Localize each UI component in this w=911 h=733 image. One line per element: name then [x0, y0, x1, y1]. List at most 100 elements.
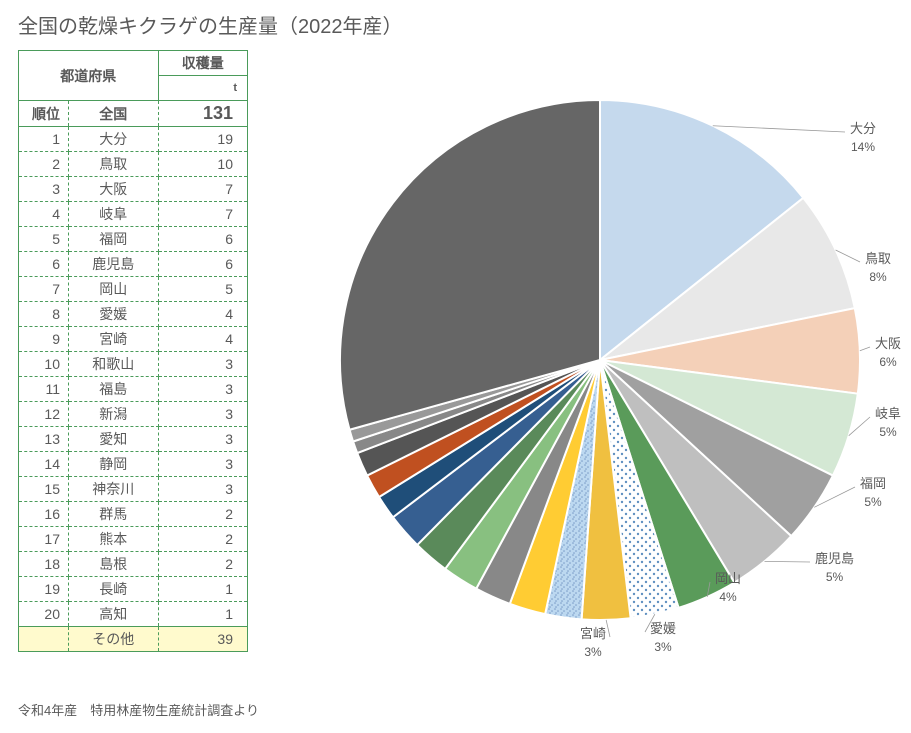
amt-cell: 3 — [158, 452, 248, 477]
rank-cell: 13 — [19, 427, 69, 452]
rank-cell: 8 — [19, 302, 69, 327]
pref-cell: 大阪 — [69, 177, 159, 202]
amt-cell: 4 — [158, 327, 248, 352]
table-row: 17熊本2 — [19, 527, 248, 552]
rank-cell: 7 — [19, 277, 69, 302]
table-row: 14静岡3 — [19, 452, 248, 477]
national-label: 全国 — [69, 101, 159, 127]
table-row: 4岐阜7 — [19, 202, 248, 227]
table-row: 11福島3 — [19, 377, 248, 402]
amt-cell: 10 — [158, 152, 248, 177]
table-row: 3大阪7 — [19, 177, 248, 202]
table-row: 6鹿児島6 — [19, 252, 248, 277]
table-row: 9宮崎4 — [19, 327, 248, 352]
pref-cell: 岡山 — [69, 277, 159, 302]
table-row: 16群馬2 — [19, 502, 248, 527]
pref-cell: 新潟 — [69, 402, 159, 427]
national-value: 131 — [158, 101, 248, 127]
table-row: 20高知1 — [19, 602, 248, 627]
amt-cell: 4 — [158, 302, 248, 327]
rank-cell: 14 — [19, 452, 69, 477]
slice-label: 愛媛3% — [650, 620, 676, 656]
pref-cell: 和歌山 — [69, 352, 159, 377]
header-amount: 収穫量 — [158, 51, 248, 76]
slice-label: 鳥取8% — [865, 250, 891, 286]
pref-cell: 福島 — [69, 377, 159, 402]
amt-cell: 2 — [158, 527, 248, 552]
source-note: 令和4年産 特用林産物生産統計調査より — [18, 700, 259, 719]
amt-cell: 2 — [158, 502, 248, 527]
amt-cell: 6 — [158, 252, 248, 277]
slice-label: 大阪6% — [875, 335, 901, 371]
other-label: その他 — [69, 627, 159, 652]
slice-label: 岡山4% — [715, 570, 741, 606]
rank-cell: 3 — [19, 177, 69, 202]
header-prefecture: 都道府県 — [19, 51, 159, 101]
slice-label: 岐阜5% — [875, 405, 901, 441]
table-row: 18島根2 — [19, 552, 248, 577]
rank-cell: 15 — [19, 477, 69, 502]
pref-cell: 鳥取 — [69, 152, 159, 177]
rank-cell: 20 — [19, 602, 69, 627]
table-row: 10和歌山3 — [19, 352, 248, 377]
pref-cell: 大分 — [69, 127, 159, 152]
amt-cell: 7 — [158, 202, 248, 227]
rank-cell: 19 — [19, 577, 69, 602]
rank-cell: 5 — [19, 227, 69, 252]
pref-cell: 福岡 — [69, 227, 159, 252]
pref-cell: 愛知 — [69, 427, 159, 452]
pref-cell: 群馬 — [69, 502, 159, 527]
rank-cell: 11 — [19, 377, 69, 402]
slice-label: 鹿児島5% — [815, 550, 854, 586]
header-unit: t — [158, 76, 248, 101]
slice-label: 大分14% — [850, 120, 876, 156]
rank-cell: 2 — [19, 152, 69, 177]
table-row: 5福岡6 — [19, 227, 248, 252]
pref-cell: 岐阜 — [69, 202, 159, 227]
amt-cell: 1 — [158, 577, 248, 602]
amt-cell: 19 — [158, 127, 248, 152]
amt-cell: 3 — [158, 477, 248, 502]
rank-cell: 18 — [19, 552, 69, 577]
table-row: 1大分19 — [19, 127, 248, 152]
rank-cell: 12 — [19, 402, 69, 427]
table-row: 12新潟3 — [19, 402, 248, 427]
pref-cell: 熊本 — [69, 527, 159, 552]
amt-cell: 5 — [158, 277, 248, 302]
table-row: 2鳥取10 — [19, 152, 248, 177]
table-row: 19長崎1 — [19, 577, 248, 602]
pref-cell: 愛媛 — [69, 302, 159, 327]
amt-cell: 3 — [158, 427, 248, 452]
rank-cell: 17 — [19, 527, 69, 552]
amt-cell: 3 — [158, 402, 248, 427]
amt-cell: 7 — [158, 177, 248, 202]
rank-cell: 6 — [19, 252, 69, 277]
pie-chart: 大分14%鳥取8%大阪6%岐阜5%福岡5%鹿児島5%岡山4%愛媛3%宮崎3% — [320, 80, 880, 640]
pref-cell: 高知 — [69, 602, 159, 627]
rank-cell: 1 — [19, 127, 69, 152]
rank-cell: 9 — [19, 327, 69, 352]
data-table: 都道府県 収穫量 t 順位 全国 131 1大分192鳥取103大阪74岐阜75… — [18, 50, 248, 652]
pref-cell: 鹿児島 — [69, 252, 159, 277]
slice-label: 宮崎3% — [580, 625, 606, 661]
amt-cell: 1 — [158, 602, 248, 627]
slice-label: 福岡5% — [860, 475, 886, 511]
amt-cell: 3 — [158, 352, 248, 377]
amt-cell: 6 — [158, 227, 248, 252]
rank-cell: 10 — [19, 352, 69, 377]
amt-cell: 3 — [158, 377, 248, 402]
table-row: 7岡山5 — [19, 277, 248, 302]
table-row: 15神奈川3 — [19, 477, 248, 502]
pref-cell: 長崎 — [69, 577, 159, 602]
pref-cell: 神奈川 — [69, 477, 159, 502]
table-row: 8愛媛4 — [19, 302, 248, 327]
rank-cell: 16 — [19, 502, 69, 527]
pref-cell: 宮崎 — [69, 327, 159, 352]
amt-cell: 2 — [158, 552, 248, 577]
rank-label: 順位 — [19, 101, 69, 127]
page-title: 全国の乾燥キクラゲの生産量（2022年産） — [18, 10, 403, 39]
pref-cell: 静岡 — [69, 452, 159, 477]
other-value: 39 — [158, 627, 248, 652]
table-row: 13愛知3 — [19, 427, 248, 452]
rank-cell: 4 — [19, 202, 69, 227]
